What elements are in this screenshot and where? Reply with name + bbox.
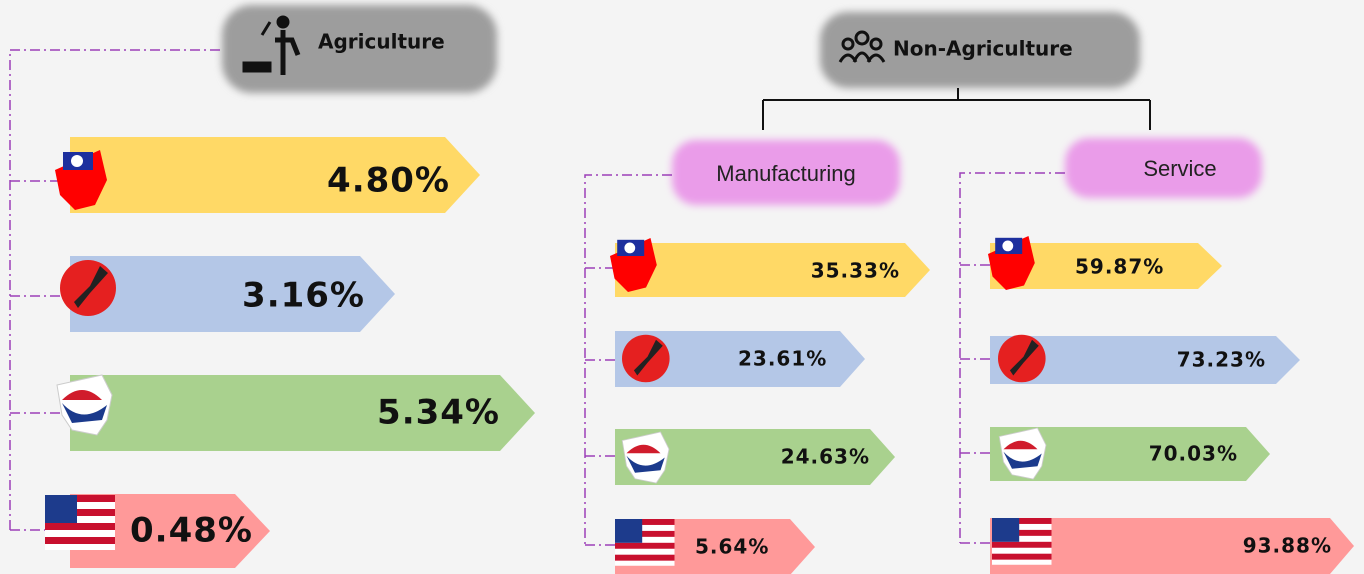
sub-header-pill (672, 140, 900, 205)
flag (45, 495, 115, 550)
value-label: 5.34% (377, 393, 500, 433)
sub-header-title: Manufacturing (716, 161, 855, 186)
value-label: 93.88% (1243, 534, 1332, 558)
flag (622, 334, 670, 383)
tree-line (762, 88, 1151, 130)
bar (70, 494, 270, 568)
bar (615, 429, 895, 485)
connector (959, 172, 1065, 544)
header-pill (820, 12, 1140, 88)
bar (990, 518, 1354, 574)
flag (60, 260, 116, 316)
people-icon (838, 30, 886, 63)
sub-header-pill (1065, 138, 1262, 198)
connector (584, 174, 672, 546)
header-title: Agriculture (318, 30, 445, 54)
header-pill (222, 5, 497, 93)
bar (990, 243, 1222, 289)
value-label: 24.63% (781, 445, 870, 469)
value-label: 35.33% (811, 259, 900, 283)
bar (990, 427, 1270, 481)
header-title: Non-Agriculture (893, 37, 1073, 61)
value-label: 0.48% (130, 511, 253, 551)
flag (992, 518, 1052, 565)
sub-header-title: Service (1143, 156, 1216, 181)
bar (615, 243, 930, 297)
connector (9, 49, 220, 531)
value-label: 4.80% (327, 161, 450, 201)
value-label: 73.23% (1177, 348, 1266, 372)
value-label: 3.16% (242, 276, 365, 316)
value-label: 23.61% (738, 347, 827, 371)
bar (990, 336, 1300, 384)
bar (615, 331, 865, 387)
value-label: 70.03% (1149, 442, 1238, 466)
flag (998, 334, 1046, 383)
farmer-icon (242, 15, 301, 75)
value-label: 5.64% (695, 535, 769, 559)
bar (70, 256, 395, 332)
bar (70, 137, 480, 213)
bar (70, 375, 535, 451)
flag (615, 519, 675, 566)
value-label: 59.87% (1075, 255, 1164, 279)
